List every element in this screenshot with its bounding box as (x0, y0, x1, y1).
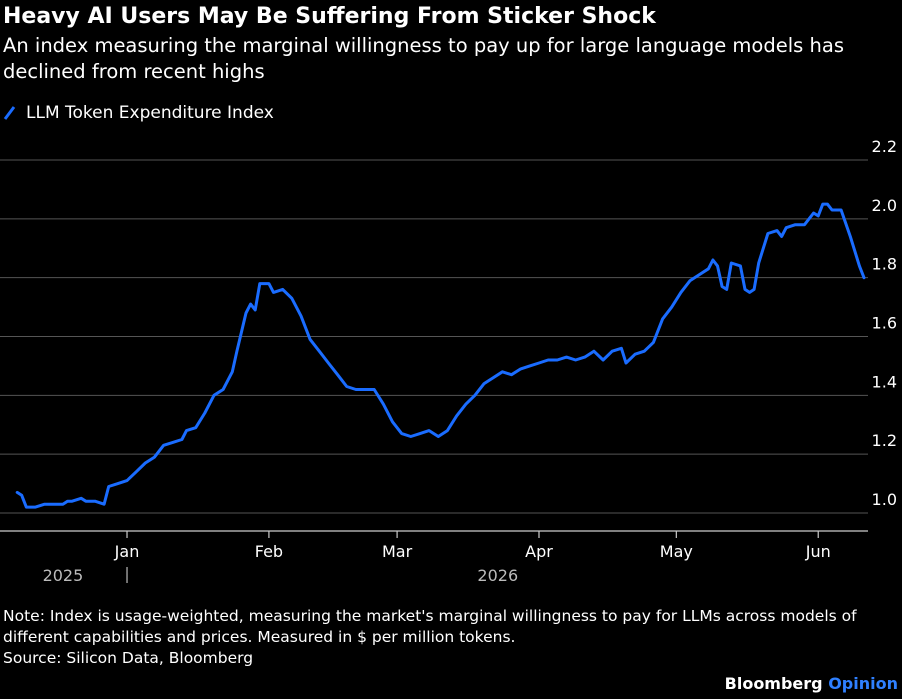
line-chart: 1.0 1.2 1.4 1.6 1.8 2.0 2.2 Jan Feb Mar Apr May Jun… (0, 137, 897, 585)
x-tick-label: Feb (255, 542, 283, 561)
series-layer (15, 202, 866, 509)
chart-note: Note: Index is usage-weighted, measuring… (3, 606, 898, 669)
y-tick-label: 2.2 (872, 137, 897, 156)
y-tick-label: 1.0 (872, 490, 897, 509)
x-tick-label: Apr (525, 542, 553, 561)
brand-name: Bloomberg (724, 674, 823, 693)
slash-line-icon (3, 106, 16, 120)
note-text: Note: Index is usage-weighted, measuring… (3, 607, 857, 646)
y-axis-ticks: 1.0 1.2 1.4 1.6 1.8 2.0 2.2 (872, 137, 897, 509)
series-line (15, 202, 866, 509)
x-tick-label: Jun (805, 542, 831, 561)
legend-label: LLM Token Expenditure Index (26, 103, 274, 123)
x-axis: Jan Feb Mar Apr May Jun 2025 2026 (0, 530, 868, 585)
brand-logo: Bloomberg Opinion (725, 674, 898, 693)
y-tick-label: 1.6 (872, 314, 897, 333)
legend: LLM Token Expenditure Index (3, 103, 274, 123)
gridlines (0, 159, 868, 514)
x-tick-label: May (660, 542, 693, 561)
year-label: 2025 (43, 566, 84, 585)
chart-title: Heavy AI Users May Be Suffering From Sti… (3, 4, 656, 29)
brand-product: Opinion (828, 674, 898, 693)
source-text: Source: Silicon Data, Bloomberg (3, 649, 254, 667)
y-tick-label: 1.2 (872, 431, 897, 450)
chart-subtitle: An index measuring the marginal willingn… (3, 34, 844, 83)
x-tick-label: Mar (382, 542, 413, 561)
year-label: 2026 (477, 566, 518, 585)
y-tick-label: 1.4 (872, 372, 897, 391)
y-tick-label: 1.8 (872, 255, 897, 274)
x-tick-label: Jan (114, 542, 140, 561)
y-tick-label: 2.0 (872, 196, 897, 215)
